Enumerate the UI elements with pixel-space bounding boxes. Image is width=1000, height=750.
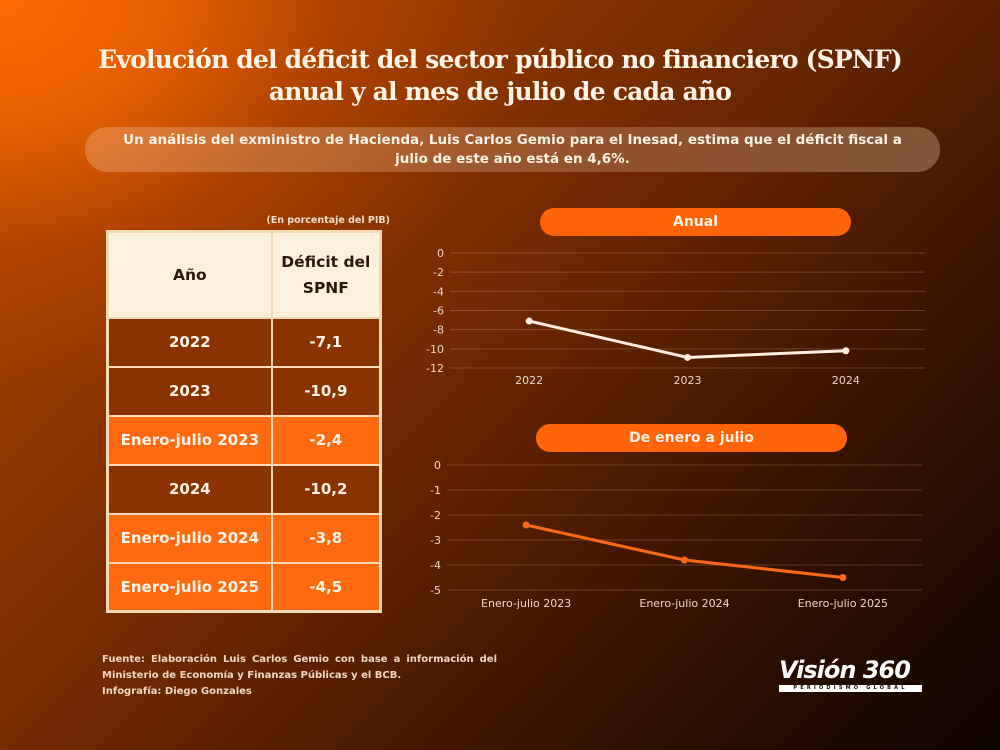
data-point: [525, 317, 533, 325]
period-cell: Enero-julio 2023: [106, 414, 273, 466]
partial-line-chart: 0 -1 -2 -3 -4 -5 Enero-julio 2023 Enero-julio 2…: [430, 459, 922, 610]
title-line-1: Evolución del déficit del sector público…: [98, 45, 903, 74]
x-tick-label: 2022: [515, 374, 543, 387]
title-line-2: anual y al mes de julio de cada año: [268, 77, 732, 106]
brand-tagline: PERIODISMO GLOBAL: [779, 685, 922, 692]
data-point: [684, 353, 691, 361]
y-tick-label: -10: [426, 343, 444, 356]
deficit-table: Año Déficit del SPNF 2022 -7,1 2023 -10,9 En…: [106, 230, 382, 613]
period-cell: Enero-julio 2024: [106, 512, 273, 564]
deficit-value-cell: -4,5: [270, 561, 382, 613]
period-cell: 2022: [106, 316, 273, 368]
x-tick-label: 2024: [832, 374, 860, 387]
unit-note: (En porcentaje del PIB): [266, 215, 390, 226]
y-tick-label: -12: [426, 362, 444, 375]
header-year: Año: [106, 230, 273, 319]
brand-name: Visión 360: [779, 656, 911, 684]
x-tick-label: Enero-julio 2023: [481, 597, 571, 610]
data-point: [681, 556, 688, 564]
y-tick-label: -6: [433, 305, 444, 318]
data-point: [839, 574, 847, 581]
y-tick-label: -3: [430, 534, 441, 547]
data-point: [842, 347, 850, 355]
brand-logo: Visión 360 PERIODISMO GLOBAL: [779, 656, 929, 692]
y-tick-label: -5: [430, 584, 441, 597]
header-deficit: Déficit del SPNF: [270, 230, 382, 319]
annual-line-chart: 0 -2 -4 -6 -8 -10 -12 2022 2023 2024: [426, 247, 925, 387]
table-row: 2023 -10,9: [106, 365, 382, 417]
y-tick-label: -4: [433, 285, 444, 298]
period-cell: 2023: [106, 365, 273, 417]
deficit-value-cell: -10,2: [270, 463, 382, 515]
table-row: Enero-julio 2023 -2,4: [106, 414, 382, 466]
series-line: [524, 523, 845, 579]
page-title: Evolución del déficit del sector público…: [0, 44, 1000, 108]
y-tick-label: -4: [430, 559, 441, 572]
deficit-value-cell: -2,4: [270, 414, 382, 466]
footer: Fuente: Elaboración Luis Carlos Gemio co…: [102, 652, 497, 700]
x-tick-label: 2023: [674, 374, 702, 387]
y-tick-label: -1: [430, 484, 441, 497]
table-header-row: Año Déficit del SPNF: [106, 230, 382, 319]
data-point: [522, 521, 530, 529]
credit-note: Infografía: Diego Gonzales: [102, 686, 252, 697]
x-tick-label: Enero-julio 2025: [798, 597, 888, 610]
table-row: Enero-julio 2024 -3,8: [106, 512, 382, 564]
y-tick-label: -8: [433, 324, 444, 337]
x-tick-label: Enero-julio 2024: [639, 597, 729, 610]
period-cell: 2024: [106, 463, 273, 515]
deficit-value-cell: -3,8: [270, 512, 382, 564]
source-note: Fuente: Elaboración Luis Carlos Gemio co…: [102, 654, 497, 681]
chart-title-partial: De enero a julio: [536, 424, 847, 452]
y-tick-label: -2: [433, 266, 444, 279]
y-tick-label: 0: [434, 459, 441, 472]
table-row: 2022 -7,1: [106, 316, 382, 368]
y-tick-label: -2: [430, 509, 441, 522]
series-line: [527, 319, 848, 359]
deficit-value-cell: -10,9: [270, 365, 382, 417]
deficit-value-cell: -7,1: [270, 316, 382, 368]
subtitle-banner: Un análisis del exministro de Hacienda, …: [85, 127, 940, 172]
y-tick-label: 0: [437, 247, 444, 260]
chart-title-annual: Anual: [540, 208, 851, 236]
table-row: Enero-julio 2025 -4,5: [106, 561, 382, 613]
header-deficit-label: Déficit del SPNF: [281, 252, 371, 297]
table-row: 2024 -10,2: [106, 463, 382, 515]
period-cell: Enero-julio 2025: [106, 561, 273, 613]
